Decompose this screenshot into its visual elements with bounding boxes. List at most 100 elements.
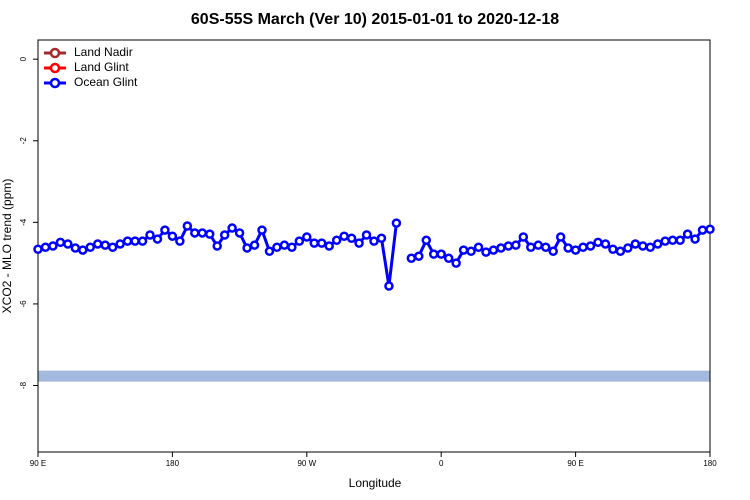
data-point xyxy=(563,243,573,253)
data-point xyxy=(548,246,558,257)
chart-title: 60S-55S March (Ver 10) 2015-01-01 to 202… xyxy=(191,11,559,28)
x-tick-label: 180 xyxy=(166,459,180,468)
data-point xyxy=(488,245,499,255)
data-point xyxy=(414,251,424,261)
data-point xyxy=(190,228,200,238)
data-point xyxy=(623,243,633,253)
data-point xyxy=(182,221,193,231)
data-point xyxy=(682,229,693,239)
data-point xyxy=(630,239,641,249)
data-point xyxy=(287,242,297,252)
data-point xyxy=(496,243,506,253)
data-point xyxy=(204,229,215,239)
data-point xyxy=(518,232,529,242)
data-point xyxy=(697,225,708,235)
data-point xyxy=(272,242,282,252)
y-axis-label: XCO2 - MLO trend (ppm) xyxy=(0,179,14,314)
data-point xyxy=(257,225,267,235)
y-tick-label: -4 xyxy=(19,218,28,226)
legend-label: Land Glint xyxy=(74,60,129,74)
data-point xyxy=(660,236,670,246)
data-point xyxy=(249,240,260,250)
data-point xyxy=(219,230,230,240)
data-point xyxy=(331,235,342,246)
series-line xyxy=(37,222,711,288)
y-tick-label: -2 xyxy=(19,137,28,145)
x-tick-label: 90 E xyxy=(567,459,583,468)
data-point xyxy=(316,238,327,248)
data-point xyxy=(302,232,312,242)
data-point xyxy=(585,241,596,251)
data-point xyxy=(436,249,446,259)
data-point xyxy=(705,224,715,235)
data-point xyxy=(279,240,290,250)
data-point xyxy=(511,240,521,250)
data-point xyxy=(428,249,439,259)
data-point xyxy=(92,239,103,249)
legend-label: Land Nadir xyxy=(74,45,133,59)
data-point xyxy=(309,238,320,248)
y-tick-label: -6 xyxy=(19,300,28,308)
data-point xyxy=(361,230,372,240)
data-point xyxy=(369,236,379,246)
data-point xyxy=(451,258,461,268)
data-point xyxy=(376,233,387,243)
data-point xyxy=(526,242,536,252)
data-point xyxy=(70,243,81,253)
data-point xyxy=(346,233,357,243)
data-point xyxy=(175,236,185,246)
data-point xyxy=(227,223,237,233)
data-point xyxy=(212,241,222,251)
data-point xyxy=(540,242,551,252)
data-point xyxy=(555,232,566,242)
data-point xyxy=(294,236,305,246)
data-point xyxy=(421,235,432,246)
data-point xyxy=(458,245,469,255)
data-point xyxy=(615,246,626,257)
data-point xyxy=(33,244,43,255)
data-point xyxy=(85,242,96,252)
x-tick-label: 180 xyxy=(703,459,717,468)
data-point xyxy=(167,231,178,241)
data-point xyxy=(638,241,648,251)
data-point xyxy=(242,243,252,253)
data-point xyxy=(391,218,402,228)
data-point xyxy=(115,239,125,249)
data-point xyxy=(63,239,73,249)
data-point xyxy=(578,242,588,252)
data-point xyxy=(197,228,208,238)
data-point xyxy=(675,235,685,246)
data-point xyxy=(160,225,170,235)
data-point xyxy=(354,238,364,248)
data-point xyxy=(406,253,417,263)
x-tick-label: 90 E xyxy=(30,459,46,468)
data-point xyxy=(40,242,51,252)
data-point xyxy=(100,240,110,250)
data-point xyxy=(593,237,603,248)
data-point xyxy=(122,236,133,246)
data-point xyxy=(503,241,514,251)
data-point xyxy=(570,245,581,255)
data-point xyxy=(234,228,245,238)
data-point xyxy=(145,230,155,240)
data-point xyxy=(690,234,700,244)
data-point xyxy=(137,236,148,246)
legend-marker xyxy=(49,77,61,89)
data-point xyxy=(339,231,349,241)
legend-marker xyxy=(49,62,61,74)
x-tick-label: 0 xyxy=(439,459,444,468)
data-point xyxy=(443,253,454,263)
data-point xyxy=(152,234,163,244)
data-point xyxy=(107,242,118,252)
data-point xyxy=(652,239,663,249)
data-point xyxy=(608,244,618,255)
data-point xyxy=(645,242,656,252)
legend-label: Ocean Glint xyxy=(74,75,138,89)
data-point xyxy=(48,241,58,251)
x-tick-label: 90 W xyxy=(297,459,316,468)
y-tick-label: 0 xyxy=(19,56,28,61)
data-point xyxy=(600,239,611,249)
data-point xyxy=(481,247,491,257)
